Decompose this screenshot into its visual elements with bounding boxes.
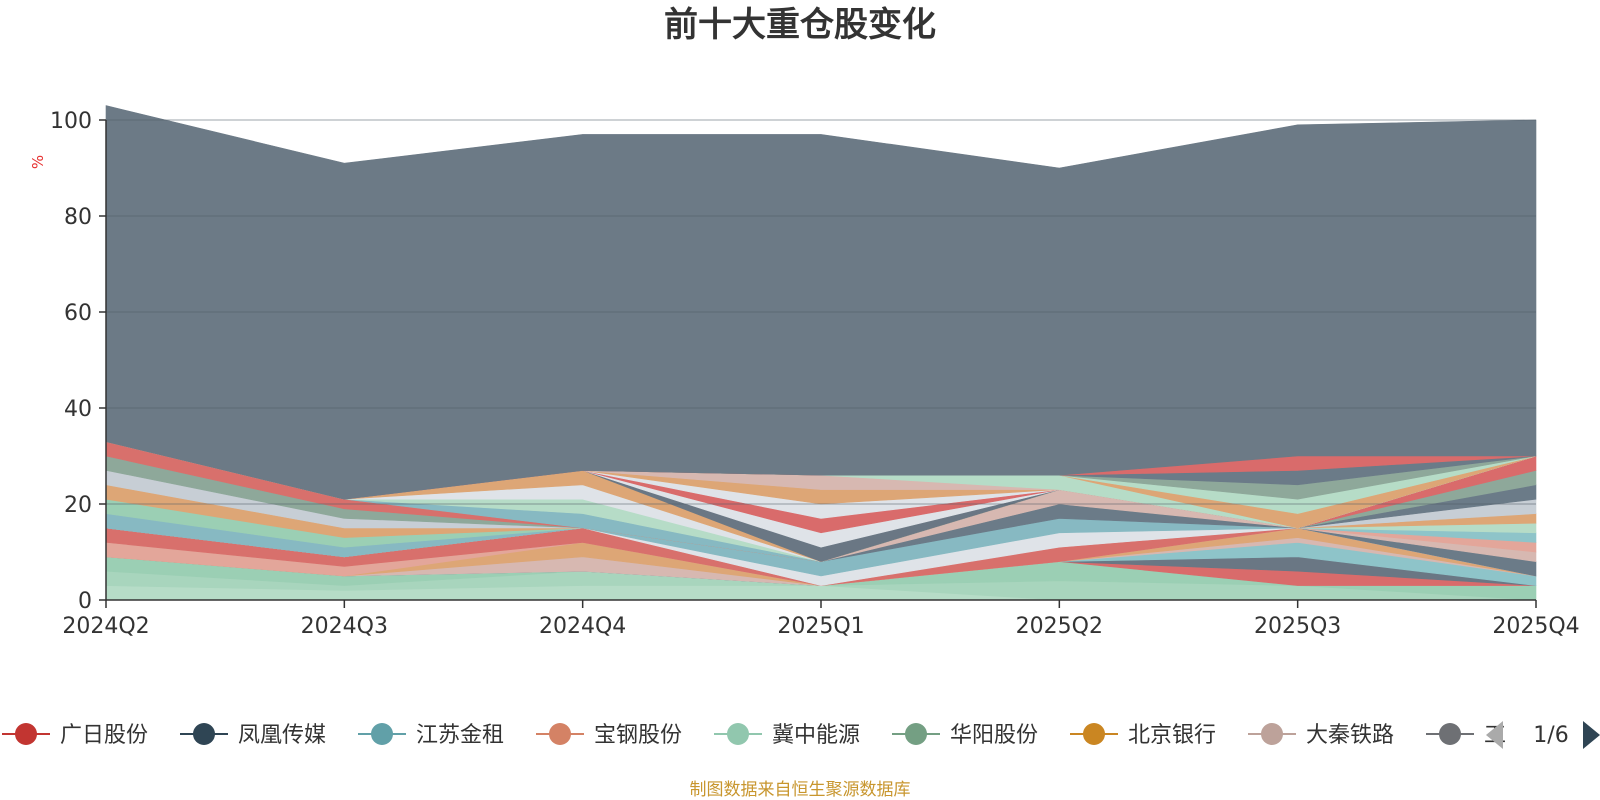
legend-marker-icon	[727, 723, 749, 745]
legend-label: 大秦铁路	[1306, 723, 1394, 748]
legend-item[interactable]: 江苏金租	[358, 723, 504, 748]
legend-item[interactable]: 北京银行	[1070, 723, 1216, 748]
legend-marker-icon	[15, 723, 37, 745]
legend-prev-page-icon[interactable]	[1486, 721, 1503, 749]
axes: 0 20 40 60 80 100 2024Q2 2024Q3 2024Q4 2025Q1 2025…	[50, 109, 1580, 639]
legend-page-indicator: 1/6	[1533, 723, 1568, 748]
legend[interactable]: 广日股份凤凰传媒江苏金租宝钢股份冀中能源华阳股份北京银行大秦铁路工	[2, 723, 1506, 748]
legend-label: 宝钢股份	[594, 723, 682, 748]
x-tick-label: 2025Q3	[1254, 614, 1341, 639]
y-tick-label: 100	[50, 109, 92, 134]
legend-item[interactable]: 大秦铁路	[1248, 723, 1394, 748]
legend-item[interactable]: 凤凰传媒	[180, 723, 326, 748]
legend-label: 冀中能源	[772, 723, 860, 748]
data-source-note: 制图数据来自恒生聚源数据库	[690, 780, 911, 800]
legend-item[interactable]: 冀中能源	[714, 723, 860, 748]
y-tick-label: 60	[64, 301, 92, 326]
y-tick-label: 40	[64, 397, 92, 422]
legend-item[interactable]: 宝钢股份	[536, 723, 682, 748]
legend-item[interactable]: 华阳股份	[892, 723, 1038, 748]
chart-title: 前十大重仓股变化	[664, 5, 936, 45]
area-band-57	[105, 105, 1537, 500]
legend-label: 凤凰传媒	[238, 723, 326, 748]
legend-label: 江苏金租	[416, 723, 504, 748]
x-tick-label: 2024Q2	[62, 614, 149, 639]
y-tick-label: 20	[64, 493, 92, 518]
x-tick-label: 2025Q4	[1492, 614, 1579, 639]
legend-label: 北京银行	[1128, 723, 1216, 748]
legend-marker-icon	[905, 723, 927, 745]
legend-marker-icon	[193, 723, 215, 745]
x-tick-label: 2024Q3	[301, 614, 388, 639]
legend-marker-icon	[1083, 723, 1105, 745]
x-tick-label: 2024Q4	[539, 614, 626, 639]
x-tick-label: 2025Q2	[1016, 614, 1103, 639]
grid-lines	[106, 119, 1536, 505]
legend-marker-icon	[371, 723, 393, 745]
legend-marker-icon	[1261, 723, 1283, 745]
y-axis-unit: %	[29, 155, 47, 169]
legend-marker-icon	[1439, 723, 1461, 745]
legend-marker-icon	[549, 723, 571, 745]
y-tick-label: 0	[78, 589, 92, 614]
legend-next-page-icon[interactable]	[1583, 721, 1600, 749]
legend-item[interactable]: 广日股份	[2, 723, 148, 748]
y-tick-label: 80	[64, 205, 92, 230]
x-tick-label: 2025Q1	[777, 614, 864, 639]
legend-pager: 1/6	[1486, 721, 1600, 749]
stacked-areas	[105, 105, 1537, 601]
legend-label: 华阳股份	[950, 723, 1038, 748]
legend-label: 广日股份	[60, 723, 148, 748]
